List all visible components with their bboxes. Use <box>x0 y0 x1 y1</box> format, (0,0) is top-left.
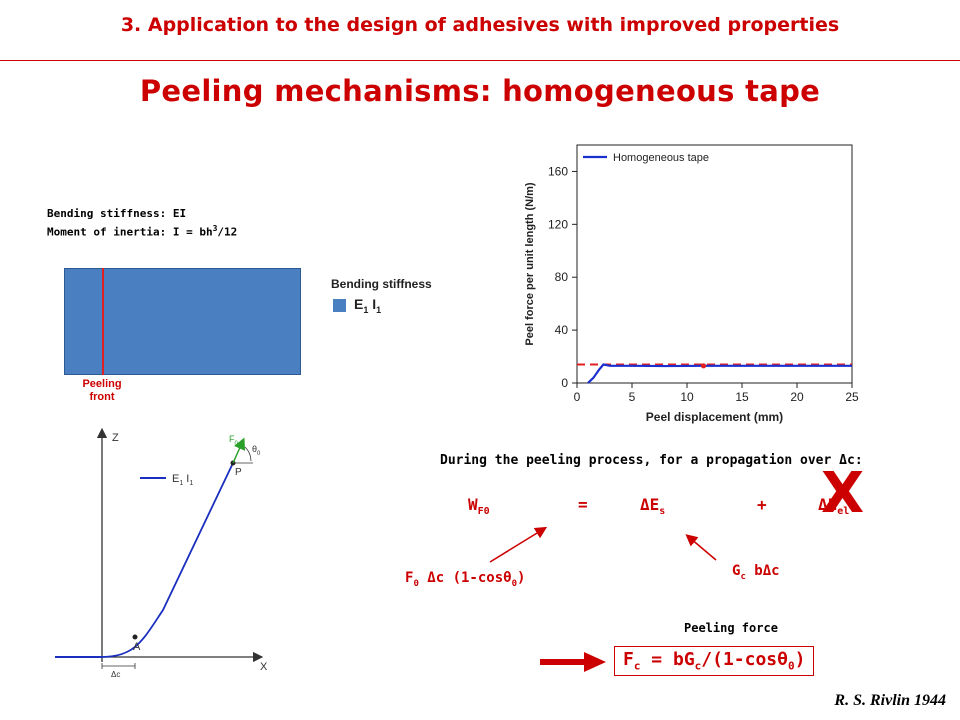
result-rest2: /(1-cosθ <box>701 649 788 670</box>
work-label-sub: 0 <box>413 578 419 589</box>
surface-label: Gc bΔc <box>732 563 780 582</box>
result-sub2: c <box>694 659 702 673</box>
y-axis-label: Peel force per unit length (N/m) <box>524 182 536 346</box>
citation: R. S. Rivlin 1944 <box>834 692 946 709</box>
peeling-front-label-line2: front <box>89 391 115 403</box>
chart-axes: 0 5 10 15 20 25 0 40 80 120 160 Peel displacement (… <box>524 144 859 424</box>
legend-e: E <box>354 296 364 312</box>
x-tick-label: 15 <box>735 390 749 404</box>
result-f: F <box>623 649 634 670</box>
surface-label-rest: bΔc <box>745 563 780 579</box>
peeling-front-label: Peeling front <box>72 378 132 404</box>
point-a-label: A <box>133 641 141 653</box>
elastic-energy-term: ΔEel <box>818 495 849 517</box>
peeling-front-line <box>102 268 104 375</box>
work-label-f: F <box>405 570 414 586</box>
equation-intro: During the peeling process, for a propag… <box>440 453 863 468</box>
dc-label: Δc <box>111 670 120 679</box>
result-arrow <box>540 652 606 672</box>
surface-energy-term: ΔEs <box>640 495 665 517</box>
work-label-rest: Δc (1-cosθ <box>418 570 512 586</box>
surface-arrow <box>685 534 717 561</box>
header-divider <box>0 60 960 61</box>
y-tick-label: 40 <box>555 323 569 337</box>
x-tick-label: 0 <box>574 390 581 404</box>
cross-out-mark: X <box>821 461 865 526</box>
x-tick-label: 25 <box>845 390 859 404</box>
legend-label: Homogeneous tape <box>613 152 709 164</box>
peeling-front-label-line1: Peeling <box>82 378 122 390</box>
peel-curve <box>101 462 234 658</box>
x-axis-label: X <box>260 661 268 673</box>
x-tick-label: 10 <box>680 390 694 404</box>
angle-arc <box>244 446 252 462</box>
surface-energy-symbol: ΔE <box>640 495 660 514</box>
y-tick-label: 80 <box>555 270 569 284</box>
inertia-exponent: 3 <box>212 224 218 233</box>
tape-rectangle <box>64 268 301 375</box>
result-close: ) <box>794 649 806 670</box>
force-label: F0 <box>229 434 239 447</box>
work-label-sub2: 0 <box>511 578 517 589</box>
section-header: 3. Application to the design of adhesive… <box>120 14 840 36</box>
surface-energy-subscript: s <box>659 506 666 518</box>
bending-stiffness-note: Bending stiffness: EI <box>47 207 187 220</box>
legend-i: I <box>372 296 377 312</box>
series-line <box>587 363 852 384</box>
peel-force-chart: 0 5 10 15 20 25 0 40 80 120 160 Peel displacement (… <box>524 144 859 424</box>
angle-label: θ0 <box>252 444 261 457</box>
work-label: F0 Δc (1-cosθ0) <box>405 570 525 589</box>
elastic-energy-symbol: ΔE <box>818 495 838 514</box>
work-label-close: ) <box>517 570 526 586</box>
force-arrow <box>232 437 246 464</box>
result-sub: c <box>633 659 641 673</box>
geometry-legend: E1 I1 <box>172 473 193 487</box>
plus-sign: + <box>757 495 767 514</box>
inertia-text: Moment of inertia: I = bh <box>47 225 213 239</box>
point-a <box>132 634 138 640</box>
x-tick-label: 5 <box>629 390 636 404</box>
legend-i-sub: 1 <box>376 304 382 315</box>
tape-legend-title: Bending stiffness <box>331 277 432 291</box>
surface-label-sub: c <box>740 571 746 582</box>
work-symbol: W <box>468 495 478 514</box>
moment-inertia-note: Moment of inertia: I = bh3/12 <box>47 224 237 239</box>
result-formula: Fc = bGc/(1-cosθ0) <box>614 646 815 676</box>
result-rest: = bG <box>640 649 695 670</box>
elastic-energy-subscript: el <box>837 506 850 518</box>
result-sub3: 0 <box>787 659 795 673</box>
legend-e-sub: 1 <box>363 304 369 315</box>
plot-frame <box>576 144 853 384</box>
geometry-diagram: Z X A P F0 θ0 E1 I1 Δc <box>55 427 268 679</box>
work-term: WF0 <box>468 495 490 517</box>
point-p-label: P <box>235 467 242 478</box>
inertia-suffix: /12 <box>217 225 238 239</box>
equals-sign: = <box>578 495 588 514</box>
data-marker <box>700 363 707 369</box>
z-axis-label: Z <box>112 432 119 444</box>
tape-legend-entry: E1 I1 <box>354 296 381 315</box>
y-tick-label: 0 <box>561 376 568 390</box>
tape-legend-swatch <box>333 299 346 312</box>
work-arrow <box>489 526 548 563</box>
peeling-force-title: Peeling force <box>684 621 778 635</box>
chart-series: Homogeneous tape <box>577 152 852 384</box>
x-tick-label: 20 <box>790 390 804 404</box>
x-axis-label: Peel displacement (mm) <box>646 410 783 424</box>
y-tick-label: 160 <box>548 164 568 178</box>
slide-title: Peeling mechanisms: homogeneous tape <box>139 74 821 108</box>
annotation-arrows <box>489 526 717 563</box>
surface-label-g: G <box>732 563 741 579</box>
y-tick-label: 120 <box>548 217 568 231</box>
work-subscript: F0 <box>477 506 490 518</box>
